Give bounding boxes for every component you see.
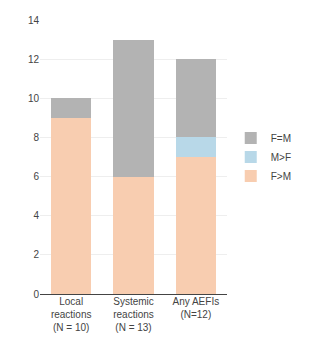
svg-text:8: 8: [33, 132, 39, 143]
svg-text:Systemicreactions(N = 13): Systemicreactions(N = 13): [113, 296, 154, 333]
svg-text:2: 2: [33, 249, 39, 260]
svg-text:10: 10: [28, 93, 40, 104]
svg-text:12: 12: [28, 54, 40, 65]
svg-text:F=M: F=M: [271, 133, 291, 144]
svg-text:M>F: M>F: [271, 152, 291, 163]
svg-text:4: 4: [33, 210, 39, 221]
svg-text:6: 6: [33, 171, 39, 182]
svg-text:Localreactions(N = 10): Localreactions(N = 10): [51, 296, 92, 333]
svg-text:Any AEFIs(N=12): Any AEFIs(N=12): [172, 296, 219, 320]
svg-text:0: 0: [33, 289, 39, 300]
svg-text:F>M: F>M: [271, 171, 291, 182]
svg-text:14: 14: [28, 15, 40, 26]
